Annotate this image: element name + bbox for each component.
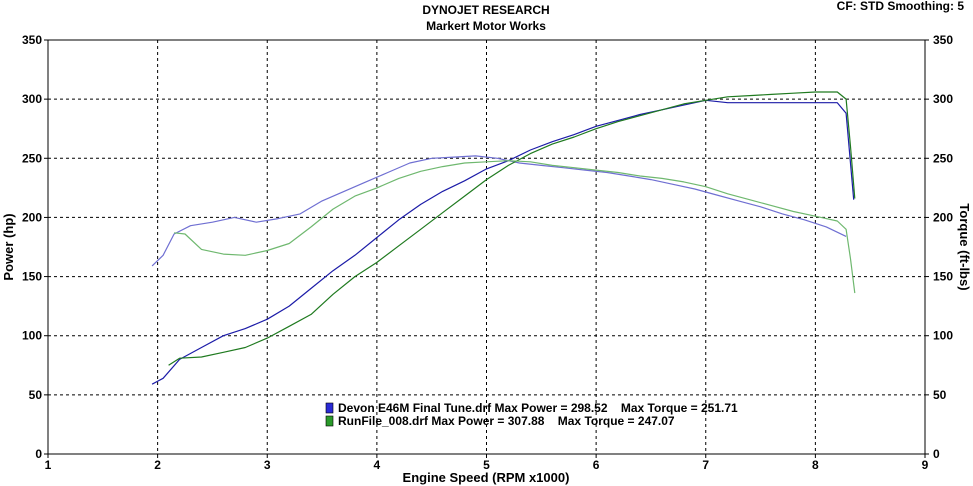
legend: Devon E46M Final Tune.drf Max Power = 29… bbox=[325, 401, 738, 428]
y2-tick-label: 50 bbox=[933, 388, 947, 402]
y-tick-label: 50 bbox=[29, 388, 43, 402]
series-line-torque-4 bbox=[174, 160, 856, 294]
x-tick-label: 5 bbox=[483, 458, 490, 472]
y-tick-label: 150 bbox=[22, 270, 42, 284]
x-tick-label: 7 bbox=[702, 458, 709, 472]
y-tick-label: 250 bbox=[22, 151, 42, 165]
y-tick-label: 300 bbox=[22, 92, 42, 106]
legend-entry-2: RunFile_008.drf Max Power = 307.88 Max T… bbox=[338, 414, 675, 428]
y2-tick-label: 350 bbox=[933, 33, 953, 47]
correction-info: CF: STD Smoothing: 5 bbox=[837, 0, 965, 13]
x-tick-label: 4 bbox=[374, 458, 381, 472]
y2-tick-label: 150 bbox=[933, 270, 953, 284]
legend-swatch-1 bbox=[325, 402, 334, 414]
y-tick-label: 0 bbox=[35, 447, 42, 461]
y2-tick-label: 0 bbox=[933, 447, 940, 461]
chart-subtitle: Markert Motor Works bbox=[426, 19, 546, 33]
x-tick-label: 3 bbox=[264, 458, 271, 472]
y2-tick-label: 100 bbox=[933, 329, 953, 343]
y2-tick-label: 250 bbox=[933, 151, 953, 165]
y2-axis-label: Torque (ft-lbs) bbox=[957, 203, 972, 290]
grid bbox=[48, 40, 925, 454]
x-tick-label: 2 bbox=[154, 458, 161, 472]
y2-tick-label: 300 bbox=[933, 92, 953, 106]
series-line-power-3 bbox=[168, 91, 856, 366]
chart-title: DYNOJET RESEARCH bbox=[422, 3, 549, 17]
y2-tick-label: 200 bbox=[933, 210, 953, 224]
x-tick-label: 8 bbox=[812, 458, 819, 472]
y-tick-label: 350 bbox=[22, 33, 42, 47]
legend-swatch-2 bbox=[325, 415, 334, 427]
x-tick-label: 1 bbox=[45, 458, 52, 472]
y-tick-label: 200 bbox=[22, 210, 42, 224]
x-axis-label: Engine Speed (RPM x1000) bbox=[403, 470, 570, 485]
y-tick-label: 100 bbox=[22, 329, 42, 343]
x-tick-label: 6 bbox=[593, 458, 600, 472]
series-lines bbox=[151, 91, 856, 385]
series-line-torque-2 bbox=[151, 155, 847, 267]
x-tick-label: 9 bbox=[922, 458, 929, 472]
y-axis-label: Power (hp) bbox=[1, 213, 16, 280]
legend-entry-1: Devon E46M Final Tune.drf Max Power = 29… bbox=[338, 401, 738, 415]
